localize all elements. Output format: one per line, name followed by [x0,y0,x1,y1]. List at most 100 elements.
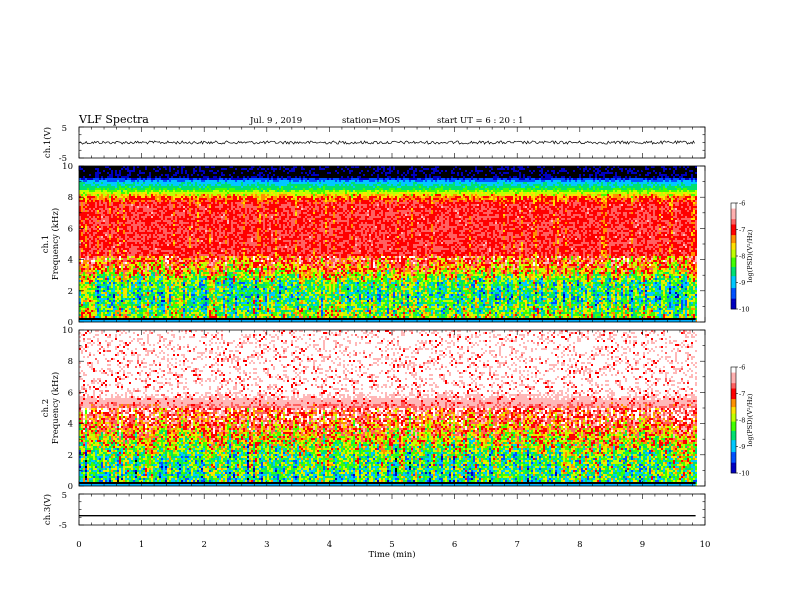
spectrogram-cell [151,202,153,204]
spectrogram-cell [137,208,139,210]
spectrogram-cell [141,228,143,230]
spectrogram-cell [133,298,135,300]
spectrogram-cell [123,232,125,234]
spectrogram-cell [97,192,99,194]
spectrogram-cell [111,212,113,214]
spectrogram-cell [115,210,117,212]
spectrogram-cell [125,316,127,318]
spectrogram-cell [129,240,131,242]
spectrogram-cell [143,224,145,226]
spectrogram-cell [105,206,107,208]
spectrogram-cell [107,206,109,208]
spectrogram-cell [85,248,87,250]
spectrogram-cell [119,198,121,200]
spectrogram-cell [149,312,151,314]
spectrogram-cell [101,240,103,242]
spectrogram-cell [103,216,105,218]
spectrogram-image [79,166,697,322]
spectrogram-cell [103,262,105,264]
spectrogram-cell [81,230,83,232]
spectrogram-cell [133,246,135,248]
spectrogram-cell [129,170,131,172]
spectrogram-cell [127,276,129,278]
spectrogram-cell [125,234,127,236]
spectrogram-cell [81,240,83,242]
spectrogram-cell [135,286,137,288]
spectrogram-cell [97,264,99,266]
spectrogram-cell [145,274,147,276]
spectrogram-cell [129,242,131,244]
spectrogram-cell [149,252,151,254]
spectrogram-cell [97,282,99,284]
spectrogram-cell [87,316,89,318]
spectrogram-cell [127,260,129,262]
spectrogram-cell [105,232,107,234]
spectrogram-cell [119,280,121,282]
spectrogram-cell [139,306,141,308]
spectrogram-cell [137,248,139,250]
spectrogram-cell [87,310,89,312]
spectrogram-cell [117,272,119,274]
spectrogram-cell [99,314,101,316]
spectrogram-cell [87,280,89,282]
spectrogram-cell [109,248,111,250]
spectrogram-cell [87,300,89,302]
spectrogram-cell [95,192,97,194]
spectrogram-cell [87,254,89,256]
spectrogram-cell [87,174,89,176]
spectrogram-cell [109,290,111,292]
spectrogram-cell [131,252,133,254]
spectrogram-cell [135,206,137,208]
spectrogram-cell [103,192,105,194]
spectrogram-cell [129,196,131,198]
spectrogram-cell [127,226,129,228]
spectrogram-cell [133,260,135,262]
spectrogram-cell [135,182,137,184]
spectrogram-cell [131,188,133,190]
spectrogram-cell [103,300,105,302]
spectrogram-cell [135,254,137,256]
spectrogram-cell [119,182,121,184]
spectrogram-cell [81,278,83,280]
spectrogram-cell [117,230,119,232]
spectrogram-cell [85,170,87,172]
spectrogram-cell [123,186,125,188]
spectrogram-cell [149,306,151,308]
spectrogram-cell [85,234,87,236]
spectrogram-cell [87,268,89,270]
spectrogram-cell [149,192,151,194]
spectrogram-cell [87,216,89,218]
spectrogram-cell [111,290,113,292]
spectrogram-cell [83,212,85,214]
spectrogram-cell [151,188,153,190]
spectrogram-cell [135,290,137,292]
spectrogram-cell [103,174,105,176]
spectrogram-cell [121,190,123,192]
spectrogram-cell [145,200,147,202]
spectrogram-cell [101,214,103,216]
spectrogram-cell [143,196,145,198]
spectrogram-cell [87,306,89,308]
spectrogram-cell [93,188,95,190]
spectrogram-cell [107,176,109,178]
spectrogram-cell [89,200,91,202]
spectrogram-cell [113,170,115,172]
spectrogram-cell [95,188,97,190]
spectrogram-cell [135,194,137,196]
spectrogram-cell [145,306,147,308]
spectrogram-cell [143,244,145,246]
spectrogram-cell [83,218,85,220]
spectrogram-cell [109,174,111,176]
spectrogram-cell [105,280,107,282]
spectrogram-cell [143,254,145,256]
spectrogram-cell [101,294,103,296]
spectrogram-cell [81,210,83,212]
spectrogram-cell [131,250,133,252]
spectrogram-cell [93,262,95,264]
spectrogram-cell [91,194,93,196]
spectrogram-cell [107,220,109,222]
spectrogram-cell [143,178,145,180]
spectrogram-cell [115,176,117,178]
spectrogram-cell [95,202,97,204]
spectrogram-cell [83,250,85,252]
